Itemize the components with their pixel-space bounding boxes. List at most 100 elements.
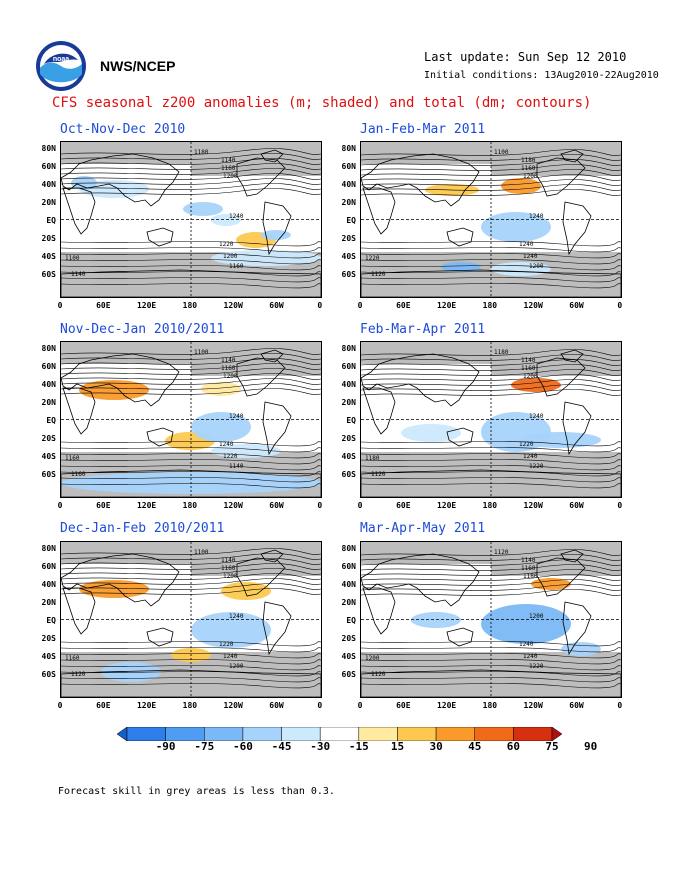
- panel-title-2: Jan-Feb-Mar 2011: [360, 122, 486, 137]
- lat-label: 20N: [41, 398, 56, 407]
- colorbar-tick-label: 15: [390, 740, 405, 753]
- panel-title-5: Dec-Jan-Feb 2010/2011: [60, 521, 225, 536]
- contour-label: 1120: [371, 271, 386, 278]
- lat-label: 80N: [341, 344, 356, 353]
- contour-label: 1200: [223, 173, 238, 180]
- lat-label: EQ: [46, 216, 56, 225]
- lat-label: 40N: [341, 580, 356, 589]
- contour-label: 1140: [221, 557, 236, 564]
- lon-label: 60E: [96, 501, 111, 510]
- lon-label: 180: [182, 301, 198, 310]
- lon-label: 0: [357, 501, 363, 510]
- contour-label: 1100: [194, 349, 209, 356]
- last-update: Last update: Sun Sep 12 2010: [424, 50, 627, 64]
- initial-conditions: Initial conditions: 13Aug2010-22Aug2010: [424, 70, 659, 81]
- lon-label: 60W: [569, 301, 584, 310]
- lon-label: 0: [57, 301, 63, 310]
- contour-label: 1160: [521, 365, 536, 372]
- lat-label: 40S: [341, 252, 356, 261]
- lat-label: EQ: [46, 616, 56, 625]
- colorbar-tick-label: 60: [506, 740, 520, 753]
- colorbar-bin: [358, 727, 398, 741]
- lat-label: 40S: [41, 452, 56, 461]
- figure-title: CFS seasonal z200 anomalies (m; shaded) …: [52, 95, 592, 111]
- lon-label: 120E: [436, 501, 457, 510]
- colorbar-bin: [242, 727, 282, 741]
- contour-label: 1200: [223, 573, 238, 580]
- contour-label: 1180: [194, 149, 209, 156]
- colorbar-bin: [513, 727, 553, 741]
- lon-label: 0: [617, 501, 623, 510]
- lat-label: 20S: [341, 234, 356, 243]
- contour-label: 1220: [223, 453, 238, 460]
- panel-title-1: Oct-Nov-Dec 2010: [60, 122, 186, 137]
- contour-label: 1220: [519, 441, 534, 448]
- lat-label: 40N: [41, 180, 56, 189]
- colorbar-tick-label: 45: [468, 740, 482, 753]
- contour-label: 1220: [529, 463, 544, 470]
- lat-label: 20S: [41, 434, 56, 443]
- colorbar-tick-label: -60: [232, 740, 253, 753]
- colorbar-tick-label: 30: [429, 740, 443, 753]
- lon-label: 120W: [223, 301, 243, 310]
- contour-label: 1240: [529, 213, 544, 220]
- contour-label: 1160: [65, 455, 80, 462]
- contour-label: 1220: [219, 241, 234, 248]
- lon-label: 0: [57, 501, 63, 510]
- contour-label: 1200: [523, 373, 538, 380]
- map-panel-5: 1100 1140 1160 1200 1240 1220 1240 1200 1160 1120: [60, 541, 322, 698]
- height-contours: [361, 149, 621, 289]
- lon-label: 180: [482, 301, 498, 310]
- colorbar-bin: [474, 727, 514, 741]
- lon-label: 60W: [269, 301, 284, 310]
- map-panel-2: 1100 1180 1160 1200 1240 1240 1240 1200 1220 1120: [360, 141, 622, 298]
- lon-label: 60E: [396, 701, 411, 710]
- map-panel-3: 1100 1140 1160 1200 1240 1240 1220 1140 1160 1160: [60, 341, 322, 498]
- contour-label: 1100: [494, 149, 509, 156]
- noaa-logo: noaa: [36, 41, 86, 91]
- anomaly-shading: [401, 378, 601, 452]
- contour-label: 1160: [71, 471, 86, 478]
- lat-label: 80N: [41, 344, 56, 353]
- lon-label: 120E: [136, 501, 157, 510]
- height-contours: [61, 548, 321, 689]
- lon-label: 120E: [436, 301, 457, 310]
- contour-label: 1240: [529, 413, 544, 420]
- contour-label: 1160: [221, 165, 236, 172]
- lon-label: 120W: [523, 701, 543, 710]
- lon-label: 0: [317, 501, 323, 510]
- contour-label: 1240: [523, 253, 538, 260]
- lon-label: 60W: [569, 501, 584, 510]
- contour-label: 1120: [71, 671, 86, 678]
- lon-label: 60W: [269, 701, 284, 710]
- lat-label: 20N: [341, 198, 356, 207]
- lat-label: 60N: [41, 362, 56, 371]
- contour-label: 1100: [194, 549, 209, 556]
- lat-label: EQ: [346, 616, 356, 625]
- contour-label: 1200: [365, 655, 380, 662]
- contour-label: 1140: [71, 271, 86, 278]
- colorbar-min-arrow: [117, 727, 128, 741]
- lon-label: 60E: [96, 301, 111, 310]
- lon-label: 0: [57, 701, 63, 710]
- org-name: NWS/NCEP: [100, 58, 176, 74]
- lon-label: 0: [617, 701, 623, 710]
- lon-label: 0: [617, 301, 623, 310]
- colorbar-max-arrow: [551, 727, 562, 741]
- panel-title-4: Feb-Mar-Apr 2011: [360, 322, 486, 337]
- lat-label: 80N: [341, 544, 356, 553]
- colorbar-bin: [435, 727, 475, 741]
- colorbar-tick-label: 90: [584, 740, 598, 753]
- contour-label: 1200: [529, 263, 544, 270]
- height-contours: [361, 349, 621, 489]
- contour-label: 1240: [519, 641, 534, 648]
- contour-label: 1160: [521, 165, 536, 172]
- lat-label: 60N: [41, 562, 56, 571]
- colorbar-tick-label: 75: [545, 740, 559, 753]
- lat-label: 40N: [341, 180, 356, 189]
- lat-label: 20S: [341, 434, 356, 443]
- coastlines: [61, 349, 321, 497]
